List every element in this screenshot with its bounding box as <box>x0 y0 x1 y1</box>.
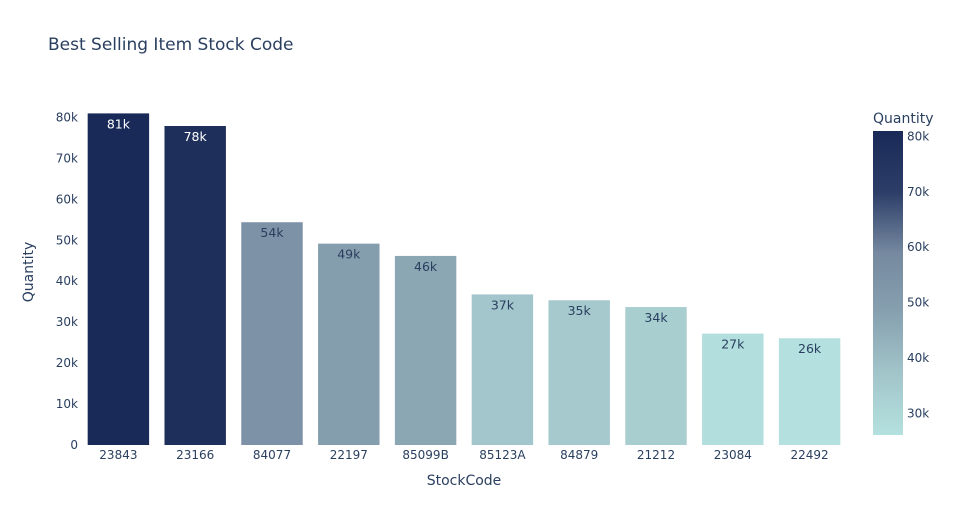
colorbar-tick-label: 30k <box>907 406 929 420</box>
colorbar-tick-label: 40k <box>907 351 929 365</box>
bar-84879[interactable] <box>548 300 610 445</box>
colorbar-gradient <box>873 131 903 435</box>
bars-group: 81k 78k 54k 49k 46k 37k 35k 34k 27k 26k <box>87 113 841 445</box>
x-tick-label: 23843 <box>99 448 137 462</box>
bar-21212[interactable] <box>625 307 687 445</box>
bar-85099B[interactable] <box>394 255 457 445</box>
bar-data-label: 54k <box>260 225 284 240</box>
y-tick-label: 10k <box>56 397 78 411</box>
x-tick-label: 85123A <box>479 448 526 462</box>
colorbar-tick-label: 60k <box>907 240 929 254</box>
x-tick-label: 84077 <box>253 448 291 462</box>
bar-data-label: 78k <box>184 129 208 144</box>
y-tick-label: 0 <box>70 438 78 452</box>
x-tick-label: 22197 <box>330 448 368 462</box>
x-tick-label: 85099B <box>402 448 448 462</box>
colorbar-tick-label: 70k <box>907 185 929 199</box>
bar-22492[interactable] <box>778 338 841 445</box>
y-tick-label: 50k <box>56 233 78 247</box>
x-axis: 23843 23166 84077 22197 85099B 85123A 84879 212… <box>99 448 828 462</box>
bar-data-label: 35k <box>568 303 592 318</box>
y-axis: 0 10k 20k 30k 40k 50k 60k 70k 80k <box>56 110 78 452</box>
bar-data-label: 34k <box>644 310 668 325</box>
x-tick-label: 23084 <box>714 448 752 462</box>
bar-23166[interactable] <box>164 126 226 445</box>
bar-data-label: 46k <box>414 259 438 274</box>
bar-85123A[interactable] <box>471 294 534 445</box>
x-tick-label: 21212 <box>637 448 675 462</box>
colorbar: Quantity 30k 40k 50k 60k 70k 80k <box>873 111 934 435</box>
x-tick-label: 23166 <box>176 448 214 462</box>
bar-23084[interactable] <box>702 333 764 445</box>
y-tick-label: 60k <box>56 192 78 206</box>
bar-data-label: 27k <box>721 337 745 352</box>
x-tick-label: 84879 <box>560 448 598 462</box>
x-tick-label: 22492 <box>791 448 829 462</box>
y-tick-label: 80k <box>56 110 78 124</box>
bar-data-label: 26k <box>798 341 822 356</box>
bar-23843[interactable] <box>87 113 150 445</box>
y-axis-title: Quantity <box>21 242 37 303</box>
y-tick-label: 40k <box>56 274 78 288</box>
y-tick-label: 30k <box>56 315 78 329</box>
y-tick-label: 20k <box>56 356 78 370</box>
chart-title: Best Selling Item Stock Code <box>48 35 294 55</box>
bar-84077[interactable] <box>241 222 303 445</box>
y-tick-label: 70k <box>56 151 78 165</box>
bar-data-label: 49k <box>337 247 361 262</box>
bar-22197[interactable] <box>318 243 380 445</box>
bar-data-label: 81k <box>107 116 131 131</box>
colorbar-tick-label: 80k <box>907 130 929 144</box>
bar-data-label: 37k <box>491 297 515 312</box>
colorbar-title: Quantity <box>873 111 934 127</box>
x-axis-title: StockCode <box>427 473 502 489</box>
colorbar-tick-label: 50k <box>907 296 929 310</box>
